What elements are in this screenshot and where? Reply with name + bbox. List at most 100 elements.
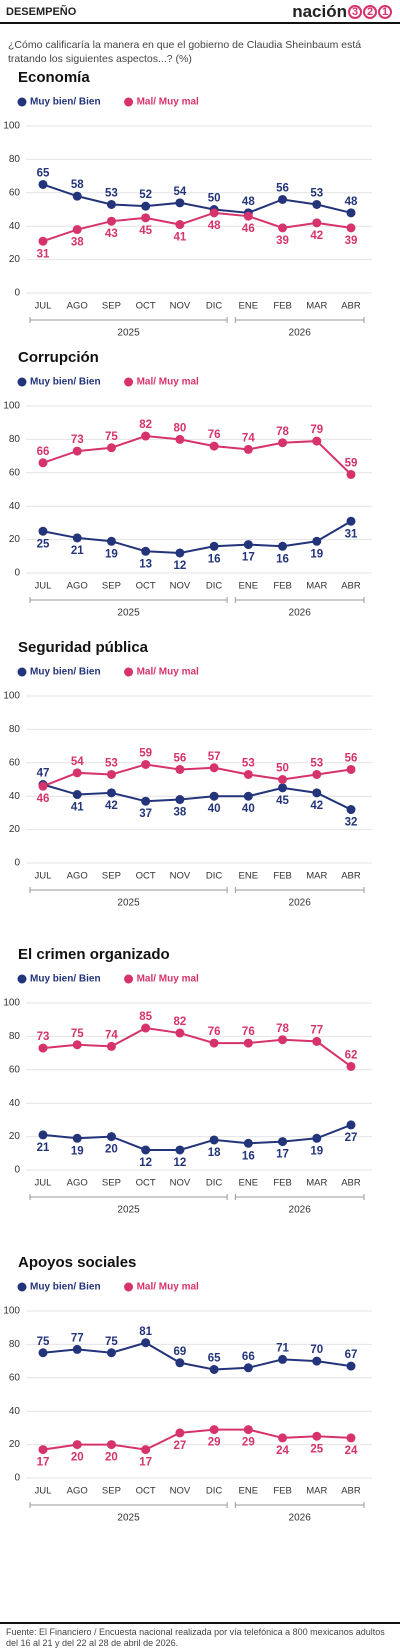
point [141,1338,151,1348]
y-tick-label: 0 [14,1165,20,1176]
value-label: 75 [71,1028,84,1040]
value-label: 20 [105,1452,118,1464]
legend-label: Mal/ Muy mal [137,377,199,388]
point [346,223,356,233]
point [141,1145,151,1155]
series-line [42,783,352,811]
value-label: 77 [310,1024,323,1036]
group-label: 2026 [289,1205,312,1216]
x-tick-label: MAR [306,581,327,592]
y-tick-label: 60 [9,1372,21,1383]
x-tick-label: OCT [136,1486,156,1497]
point [106,536,116,546]
x-tick-label: ENE [239,581,259,592]
value-label: 77 [71,1332,84,1344]
y-tick-label: 0 [14,568,20,579]
point [38,236,48,246]
point [72,446,82,456]
value-label: 53 [242,758,255,770]
point [312,199,322,209]
value-label: 45 [139,225,152,237]
point [175,548,185,558]
y-tick-label: 100 [3,1306,20,1317]
value-label: 74 [105,1029,118,1041]
legend-marker [124,974,134,984]
legend-label: Muy bien/ Bien [30,97,101,108]
legend-marker [17,1282,27,1292]
x-tick-label: AGO [67,1486,88,1497]
value-label: 73 [37,1031,50,1043]
value-label: 59 [139,748,152,760]
value-label: 62 [345,1049,358,1061]
value-label: 37 [139,808,152,820]
y-tick-label: 60 [9,757,21,768]
point [209,208,219,218]
y-tick-label: 80 [9,1339,21,1350]
legend-marker [124,377,134,387]
group-label: 2025 [117,608,140,619]
value-label: 21 [71,545,84,557]
value-label: 21 [37,1142,50,1154]
point [175,198,185,208]
point [38,1348,48,1358]
x-tick-label: FEB [273,581,291,592]
x-tick-label: FEB [273,1178,291,1189]
point [72,1440,82,1450]
x-tick-label: FEB [273,1486,291,1497]
value-label: 24 [276,1445,289,1457]
value-label: 19 [310,1145,323,1157]
y-tick-label: 60 [9,1064,21,1075]
value-label: 85 [139,1011,152,1023]
point [141,546,151,556]
x-tick-label: MAR [306,1178,327,1189]
series-line [42,1123,352,1151]
series-line [42,520,352,554]
value-label: 75 [105,1336,118,1348]
point [72,790,82,800]
point [141,796,151,806]
value-label: 42 [105,800,118,812]
x-tick-label: SEP [102,1486,121,1497]
point [141,1445,151,1455]
chart-title: El crimen organizado [18,946,170,963]
legend-label: Muy bien/ Bien [30,667,101,678]
point [106,199,116,209]
value-label: 69 [173,1346,186,1358]
value-label: 66 [242,1351,255,1363]
point [38,781,48,791]
group-label: 2025 [117,898,140,909]
value-label: 74 [242,432,255,444]
x-tick-label: SEP [102,581,121,592]
point [209,441,219,451]
value-label: 12 [173,1157,186,1169]
x-tick-label: OCT [136,1178,156,1189]
point [175,434,185,444]
legend-label: Mal/ Muy mal [137,667,199,678]
legend-marker [17,667,27,677]
point [278,1137,288,1147]
group-label: 2026 [289,898,312,909]
point [209,763,219,773]
x-tick-label: NOV [170,1486,191,1497]
value-label: 53 [310,188,323,200]
value-label: 17 [37,1457,50,1469]
legend-label: Muy bien/ Bien [30,377,101,388]
value-label: 53 [310,758,323,770]
y-tick-label: 100 [3,691,20,702]
legend-marker [17,377,27,387]
value-label: 76 [208,1026,221,1038]
value-label: 48 [345,196,358,208]
value-label: 75 [105,431,118,443]
value-label: 31 [345,528,358,540]
x-tick-label: NOV [170,301,191,312]
value-label: 13 [139,558,152,570]
point [312,1133,322,1143]
brand-digit: 2 [363,5,377,19]
point [346,764,356,774]
group-label: 2025 [117,1205,140,1216]
point [278,541,288,551]
x-tick-label: FEB [273,301,291,312]
value-label: 12 [173,560,186,572]
y-tick-label: 100 [3,121,20,132]
point [278,194,288,204]
